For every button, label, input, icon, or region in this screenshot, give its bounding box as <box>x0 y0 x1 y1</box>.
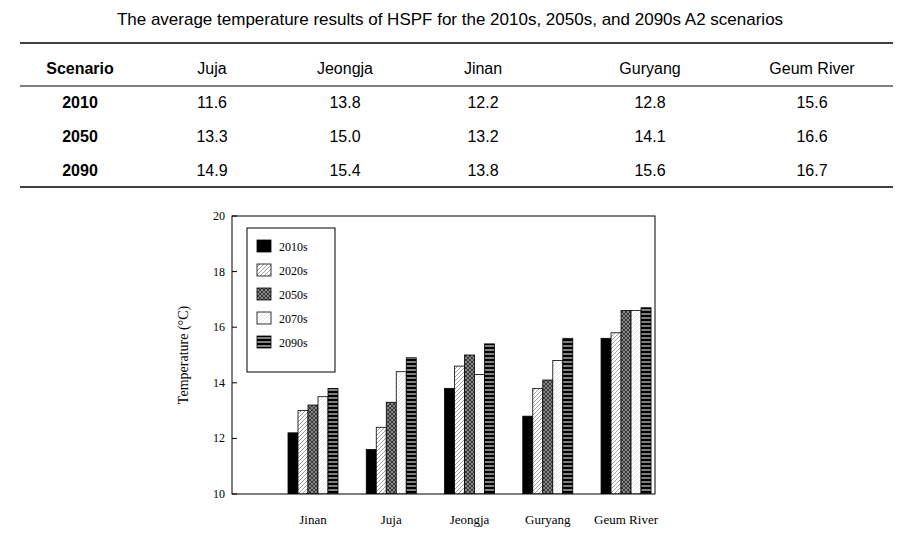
bars <box>288 308 651 494</box>
table-cell: 14.1 <box>634 128 665 145</box>
table-cell: 15.6 <box>634 162 665 179</box>
table-rule <box>20 42 893 44</box>
legend-label: 2050s <box>279 288 308 302</box>
table-cell: 15.0 <box>329 128 360 145</box>
x-tick-label: Jeongja <box>450 512 490 527</box>
table-rule <box>20 86 893 87</box>
legend-swatch <box>257 336 271 348</box>
y-tick <box>232 382 237 383</box>
legend-label: 2090s <box>279 336 308 350</box>
y-tick <box>232 438 237 439</box>
y-tick <box>232 494 237 495</box>
table-rule <box>20 186 893 188</box>
y-axis-label: Temperature (°C) <box>176 306 192 405</box>
table-cell: 13.8 <box>467 162 498 179</box>
y-tick-label: 20 <box>213 209 225 223</box>
bar <box>641 308 651 494</box>
y-tick-label: 18 <box>213 265 225 279</box>
bar <box>533 388 543 494</box>
bar <box>386 402 396 494</box>
bar <box>406 358 416 494</box>
bar <box>601 338 611 494</box>
table-cell: 2090 <box>62 162 98 179</box>
legend-swatch <box>257 288 271 300</box>
table-header: Geum River <box>769 60 855 77</box>
bar <box>445 388 455 494</box>
legend-label: 2010s <box>279 240 308 254</box>
table-cell: 16.7 <box>796 162 827 179</box>
bar <box>328 388 338 494</box>
bar <box>465 355 475 494</box>
table-header: Scenario <box>46 60 114 77</box>
table-cell: 16.6 <box>796 128 827 145</box>
y-tick <box>232 271 237 272</box>
x-tick-label: Guryang <box>525 512 571 527</box>
bar <box>366 450 376 494</box>
title: The average temperature results of HSPF … <box>117 10 783 29</box>
bar <box>553 361 563 494</box>
y-tick <box>232 327 237 328</box>
bar <box>611 333 621 494</box>
legend-swatch <box>257 240 271 252</box>
table-cell: 12.8 <box>634 94 665 111</box>
y-tick-label: 10 <box>213 487 225 501</box>
bar <box>563 338 573 494</box>
table-cell: 15.6 <box>796 94 827 111</box>
table-cell: 2010 <box>62 94 98 111</box>
table-cell: 15.4 <box>329 162 360 179</box>
table-header: Jinan <box>464 60 502 77</box>
page: The average temperature results of HSPF … <box>0 0 900 540</box>
table-cell: 2050 <box>62 128 98 145</box>
bar <box>631 311 641 494</box>
legend-swatch <box>257 312 271 324</box>
table-cell: 12.2 <box>467 94 498 111</box>
table-cell: 13.3 <box>196 128 227 145</box>
bar <box>298 411 308 494</box>
bar <box>376 427 386 494</box>
legend-swatch <box>257 264 271 276</box>
y-tick-label: 14 <box>213 376 225 390</box>
plot-frame <box>232 216 655 494</box>
legend: 2010s 2020s 2050s 2070s 2090s <box>247 228 335 372</box>
table-header: Jeongja <box>317 60 373 77</box>
bar <box>288 433 298 494</box>
table-header: Juja <box>197 60 226 77</box>
bar <box>455 366 465 494</box>
bar <box>475 374 485 494</box>
bar <box>318 397 328 494</box>
legend-label: 2070s <box>279 312 308 326</box>
bar <box>523 416 533 494</box>
y-tick <box>232 216 237 217</box>
bar <box>621 311 631 494</box>
bar <box>396 372 406 494</box>
x-tick-label: Geum River <box>594 512 659 527</box>
y-tick-label: 16 <box>213 320 225 334</box>
bar <box>308 405 318 494</box>
x-tick-label: Jinan <box>299 512 327 527</box>
table-cell: 11.6 <box>197 94 227 111</box>
legend-label: 2020s <box>279 264 308 278</box>
bar <box>485 344 495 494</box>
table-header: Guryang <box>619 60 680 77</box>
legend-box <box>247 228 335 372</box>
bar <box>543 380 553 494</box>
x-tick-label: Juja <box>381 512 402 527</box>
table-cell: 13.2 <box>467 128 498 145</box>
table-cell: 14.9 <box>196 162 227 179</box>
y-tick-label: 12 <box>213 431 225 445</box>
table-cell: 13.8 <box>329 94 360 111</box>
